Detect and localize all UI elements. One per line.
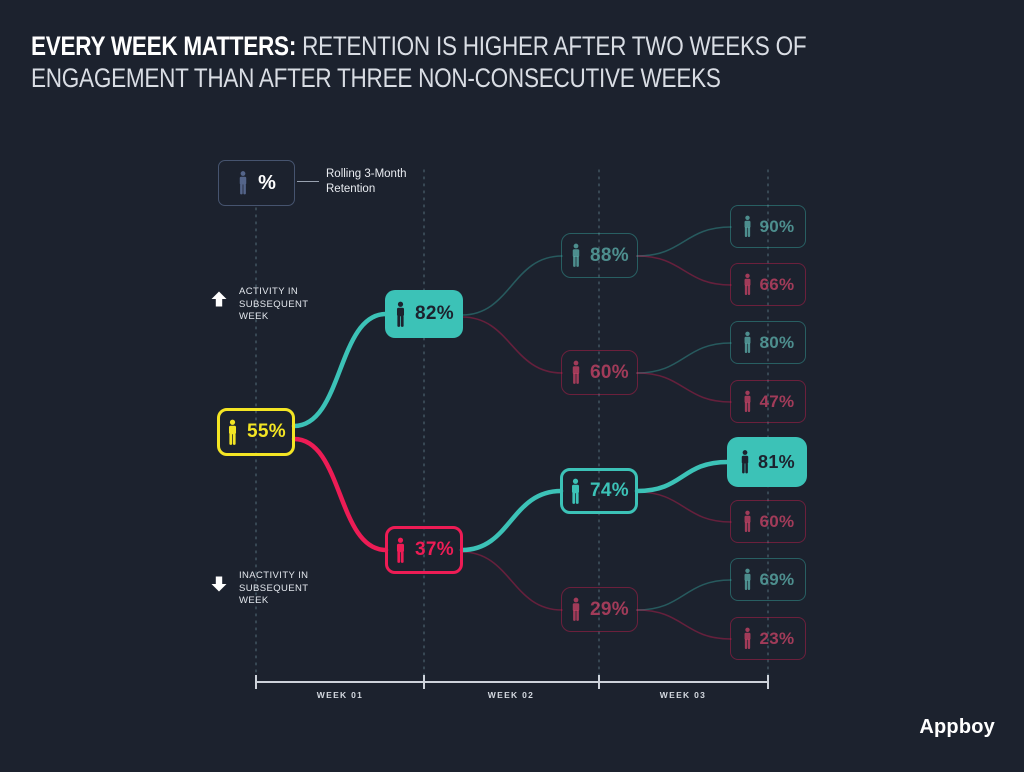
dashed-gridlines — [255, 169, 769, 677]
node-66: 66% — [730, 263, 806, 306]
title-bold: EVERY WEEK MATTERS: — [31, 31, 297, 61]
person-icon — [572, 243, 580, 267]
node-37: 37% — [385, 526, 463, 574]
link-74-81 — [634, 459, 731, 494]
person-icon — [744, 331, 751, 353]
node-55: 55% — [217, 408, 295, 456]
person-icon — [239, 171, 247, 195]
legend-label: Rolling 3-Month Retention — [326, 167, 407, 197]
link-55-82 — [291, 311, 389, 429]
person-icon — [397, 537, 405, 563]
node-69: 69% — [730, 558, 806, 601]
legend-percent-symbol: % — [258, 171, 276, 194]
node-47-value: 47% — [759, 391, 795, 411]
legend-box: % — [218, 160, 295, 206]
person-icon — [572, 597, 580, 621]
link-88-90 — [636, 226, 732, 257]
node-74: 74% — [560, 468, 638, 514]
person-icon — [744, 390, 751, 412]
legend-label-line2: Retention — [326, 183, 376, 195]
person-icon — [744, 215, 751, 237]
link-55-37 — [291, 436, 389, 553]
link-37-29 — [461, 551, 563, 611]
title-line-2: ENGAGEMENT THAN AFTER THREE NON-CONSECUT… — [31, 63, 721, 93]
inactivity-label-line1: INACTIVITY IN — [239, 570, 309, 581]
link-88-66 — [636, 255, 732, 286]
link-74-60 — [636, 491, 732, 523]
node-29-value: 29% — [590, 598, 629, 620]
person-icon — [744, 627, 751, 649]
link-37-74 — [459, 488, 564, 553]
person-icon — [572, 360, 580, 384]
node-37-value: 37% — [415, 539, 454, 560]
legend-connector-line — [297, 181, 319, 182]
node-66-value: 66% — [759, 274, 795, 294]
link-60-80 — [636, 342, 732, 374]
link-60-47 — [636, 372, 732, 403]
x-axis — [255, 675, 769, 689]
link-29-23 — [636, 609, 732, 640]
node-80-value: 80% — [759, 332, 795, 352]
node-60-week3-value: 60% — [759, 511, 795, 531]
title-rest: RETENTION IS HIGHER AFTER TWO WEEKS OF — [302, 31, 807, 61]
activity-label-line2: SUBSEQUENT — [239, 298, 309, 310]
node-74-value: 74% — [590, 480, 629, 501]
person-icon — [572, 478, 580, 504]
node-47: 47% — [730, 380, 806, 423]
node-82: 82% — [385, 290, 463, 338]
person-icon — [741, 450, 749, 474]
node-88: 88% — [561, 233, 638, 278]
node-90: 90% — [730, 205, 806, 248]
person-icon — [744, 273, 751, 295]
node-60-week3: 60% — [730, 500, 806, 543]
node-80: 80% — [730, 321, 806, 364]
tree-links-bright — [291, 311, 731, 553]
node-90-value: 90% — [759, 216, 795, 236]
node-69-value: 69% — [759, 569, 795, 589]
inactivity-label-line2: SUBSEQUENT — [239, 582, 309, 594]
activity-label-line3: WEEK — [239, 311, 269, 323]
title-line-1: EVERY WEEK MATTERS: RETENTION IS HIGHER … — [31, 30, 807, 62]
node-60-week2-value: 60% — [590, 361, 629, 383]
x-axis-label-week-03: WEEK 03 — [659, 690, 707, 700]
person-icon — [229, 419, 237, 445]
link-82-88 — [461, 255, 563, 316]
x-axis-label-week-01: WEEK 01 — [316, 690, 364, 700]
node-81-highlighted: 81% — [727, 437, 807, 487]
arrow-down-icon — [211, 576, 227, 592]
node-82-value: 82% — [415, 303, 454, 324]
activity-label-line1: ACTIVITY IN — [239, 286, 299, 297]
node-81-value: 81% — [758, 451, 795, 472]
person-icon — [744, 568, 751, 590]
node-23-value: 23% — [759, 628, 795, 648]
tree-links-faint — [461, 226, 732, 640]
person-icon — [744, 510, 751, 532]
appboy-logo: Appboy — [919, 716, 995, 738]
link-82-60 — [461, 316, 563, 374]
activity-label: ACTIVITY IN SUBSEQUENT WEEK — [239, 286, 339, 324]
link-29-69 — [636, 579, 732, 611]
node-23: 23% — [730, 617, 806, 660]
arrow-up-icon — [211, 291, 227, 307]
node-60-week2: 60% — [561, 350, 638, 395]
person-icon — [397, 301, 405, 327]
node-55-value: 55% — [247, 421, 286, 442]
legend-label-line1: Rolling 3-Month — [326, 168, 407, 180]
inactivity-label-line3: WEEK — [239, 595, 269, 607]
inactivity-label: INACTIVITY IN SUBSEQUENT WEEK — [239, 570, 339, 608]
x-axis-label-week-02: WEEK 02 — [487, 690, 535, 700]
node-88-value: 88% — [590, 244, 629, 266]
node-29: 29% — [561, 587, 638, 632]
page-title: EVERY WEEK MATTERS: RETENTION IS HIGHER … — [31, 30, 807, 94]
